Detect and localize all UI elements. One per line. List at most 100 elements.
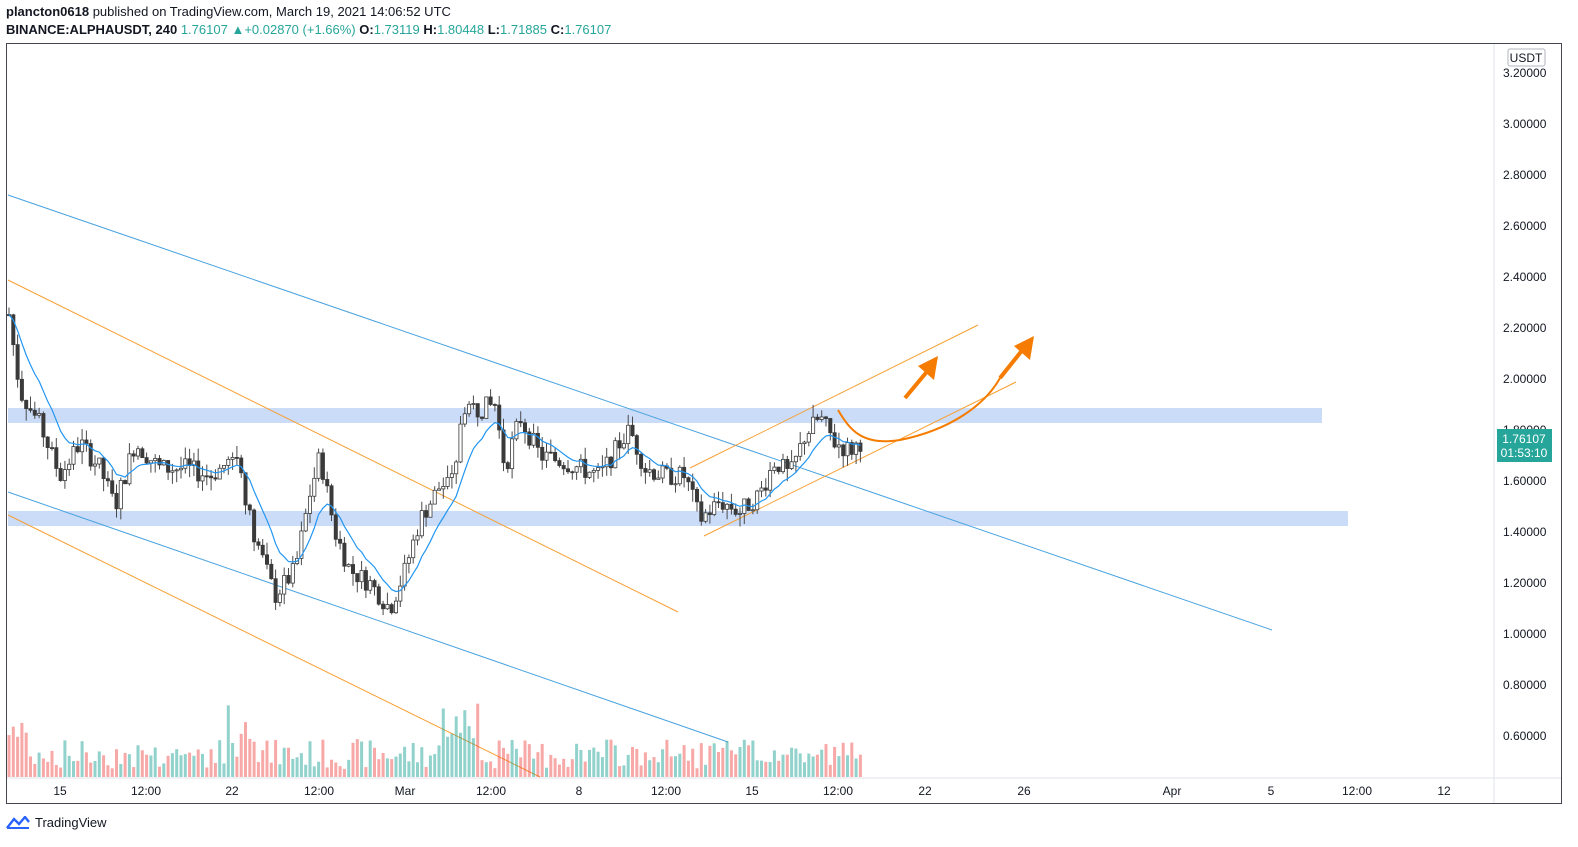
candle[interactable] <box>355 573 360 583</box>
projection-curve[interactable] <box>837 377 1001 443</box>
candle[interactable] <box>824 416 829 419</box>
candle[interactable] <box>854 442 859 455</box>
candle[interactable] <box>703 512 708 522</box>
candle[interactable] <box>393 600 398 614</box>
candle[interactable] <box>282 575 287 595</box>
candle[interactable] <box>415 535 420 541</box>
candle[interactable] <box>363 570 368 591</box>
candle[interactable] <box>436 488 441 491</box>
candle[interactable] <box>759 487 764 492</box>
candle[interactable] <box>372 580 377 588</box>
candle[interactable] <box>836 444 841 448</box>
candle[interactable] <box>97 457 102 465</box>
candle[interactable] <box>858 442 863 452</box>
candle[interactable] <box>578 458 583 468</box>
orange-channel-upper[interactable] <box>7 279 679 613</box>
candle[interactable] <box>462 413 467 425</box>
candle[interactable] <box>303 513 308 532</box>
currency-box[interactable] <box>1507 48 1546 67</box>
candle[interactable] <box>84 439 89 444</box>
candle[interactable] <box>540 446 545 461</box>
candle[interactable] <box>647 469 652 473</box>
candle[interactable] <box>488 396 493 405</box>
candle[interactable] <box>449 473 454 478</box>
candle[interactable] <box>626 424 631 445</box>
candle[interactable] <box>725 503 730 510</box>
candle[interactable] <box>424 510 429 518</box>
time-axis[interactable]: 15 12:00 22 12:00 Mar 12:00 8 12:00 15 12:00 22 26 A… <box>53 784 1451 798</box>
candle[interactable] <box>643 468 648 473</box>
candle[interactable] <box>368 580 373 591</box>
candle[interactable] <box>127 453 132 485</box>
candle[interactable] <box>428 503 433 518</box>
candle[interactable] <box>849 442 854 455</box>
candle[interactable] <box>290 563 295 584</box>
candle[interactable] <box>269 563 274 580</box>
candle[interactable] <box>234 457 239 459</box>
candle[interactable] <box>467 403 472 415</box>
candle[interactable] <box>841 444 846 457</box>
candle[interactable] <box>398 585 403 602</box>
candle[interactable] <box>376 586 381 605</box>
support-zone[interactable] <box>8 511 1348 526</box>
candle[interactable] <box>535 432 540 448</box>
candle[interactable] <box>716 501 721 504</box>
candle[interactable] <box>475 403 480 418</box>
candle[interactable] <box>350 564 355 574</box>
candle[interactable] <box>342 542 347 567</box>
candle[interactable] <box>772 466 777 471</box>
moving-average-line[interactable] <box>8 314 861 593</box>
candle[interactable] <box>174 469 179 472</box>
candle[interactable] <box>510 438 515 470</box>
candle[interactable] <box>583 458 588 478</box>
candle[interactable] <box>798 443 803 457</box>
blue-channel-upper[interactable] <box>7 194 1273 631</box>
candle[interactable] <box>338 538 343 544</box>
candle[interactable] <box>617 440 622 449</box>
candle[interactable] <box>264 554 269 565</box>
candle[interactable] <box>260 544 265 556</box>
candle[interactable] <box>402 562 407 587</box>
candle[interactable] <box>518 421 523 424</box>
candle[interactable] <box>286 575 291 584</box>
candle[interactable] <box>41 413 46 438</box>
candle[interactable] <box>247 504 252 511</box>
candle[interactable] <box>768 470 773 491</box>
candle[interactable] <box>750 509 755 512</box>
candle[interactable] <box>660 465 665 479</box>
candle[interactable] <box>471 403 476 405</box>
candle[interactable] <box>505 462 510 470</box>
candle[interactable] <box>845 442 850 457</box>
candle[interactable] <box>699 501 704 522</box>
candle[interactable] <box>183 458 188 469</box>
candle[interactable] <box>548 451 553 454</box>
candle[interactable] <box>596 467 601 471</box>
candle[interactable] <box>484 396 489 419</box>
candle[interactable] <box>634 435 639 455</box>
candle[interactable] <box>123 480 128 485</box>
candle[interactable] <box>191 460 196 466</box>
candle[interactable] <box>75 446 80 453</box>
candle[interactable] <box>381 603 386 610</box>
candle[interactable] <box>441 486 446 490</box>
candle[interactable] <box>325 479 330 487</box>
candle[interactable] <box>454 461 459 475</box>
candle[interactable] <box>673 483 678 486</box>
candle[interactable] <box>50 447 55 449</box>
candle[interactable] <box>71 446 76 465</box>
candle[interactable] <box>793 455 798 463</box>
candle[interactable] <box>144 457 149 464</box>
candle[interactable] <box>213 477 218 480</box>
candle[interactable] <box>587 471 592 478</box>
orange-channel-lower[interactable] <box>7 514 541 778</box>
candle[interactable] <box>806 433 811 443</box>
candle[interactable] <box>54 447 59 469</box>
candle[interactable] <box>320 452 325 480</box>
candle[interactable] <box>656 477 661 480</box>
candle[interactable] <box>101 457 106 480</box>
candle[interactable] <box>28 408 33 411</box>
candle[interactable] <box>166 460 171 473</box>
candle[interactable] <box>720 502 725 510</box>
candle[interactable] <box>544 451 549 461</box>
candle[interactable] <box>80 439 85 453</box>
